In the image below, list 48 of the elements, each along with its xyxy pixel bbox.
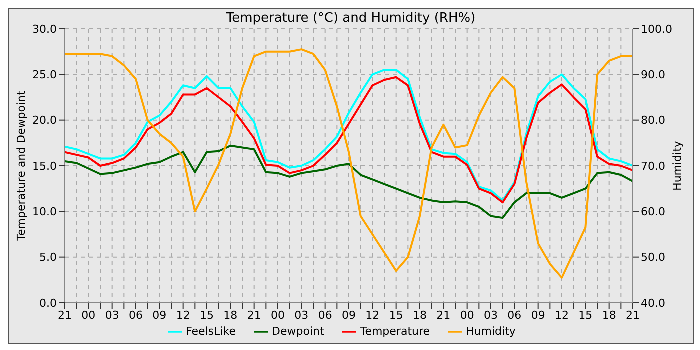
y-tick-label: 5.0 [40,251,57,264]
y2-tick-label: 90.0 [641,68,666,82]
x-tick-label: 06 [508,308,522,322]
legend-label: Humidity [466,325,516,338]
legend-label: Temperature [360,325,430,338]
x-tick-label: 00 [82,308,96,322]
y2-tick-label: 40.0 [641,296,666,310]
x-tick-label: 03 [484,308,498,322]
y-tick-label: 10.0 [32,206,57,219]
legend-label: Dewpoint [272,325,324,338]
x-tick-label: 15 [389,308,404,322]
chart-title: Temperature (°C) and Humidity (RH%) [226,11,476,26]
y2-tick-label: 50.0 [641,251,666,264]
x-tick-label: 12 [176,308,190,322]
y-axis-title: Temperature and Dewpoint [14,90,28,242]
x-tick-label: 21 [58,308,72,322]
x-tick-label: 00 [460,308,474,322]
x-tick-label: 21 [626,308,640,322]
y-tick-label: 15.0 [32,160,57,173]
y-tick-label: 25.0 [32,68,57,82]
line-series [65,48,633,279]
x-tick-label: 12 [555,308,569,322]
x-tick-label: 00 [271,308,285,322]
x-tick-label: 09 [152,308,167,322]
legend-label: FeelsLike [186,325,236,338]
y2-axis-title: Humidity [670,140,684,191]
y2-tick-label: 70.0 [641,160,666,173]
y2-tick-label: 100.0 [641,22,672,36]
x-tick-label: 03 [105,308,120,322]
x-tick-label: 18 [602,308,616,322]
x-tick-label: 15 [200,308,214,322]
x-tick-label: 03 [294,308,309,322]
x-tick-label: 15 [578,308,593,322]
line-series [65,144,633,220]
x-tick-label: 06 [318,308,332,322]
x-tick-label: 09 [531,308,546,322]
y-tick-label: 20.0 [32,114,57,128]
x-tick-label: 06 [129,308,143,322]
y-tick-label: 30.0 [32,22,57,36]
y-tick-label: 0.0 [40,296,57,310]
x-tick-label: 21 [247,308,262,322]
x-tick-label: 18 [224,308,238,322]
x-tick-label: 12 [366,308,380,322]
y2-tick-label: 60.0 [641,206,666,219]
x-tick-label: 09 [342,308,356,322]
y2-tick-label: 80.0 [641,114,666,128]
x-tick-label: 21 [436,308,451,322]
x-tick-label: 18 [413,308,427,322]
